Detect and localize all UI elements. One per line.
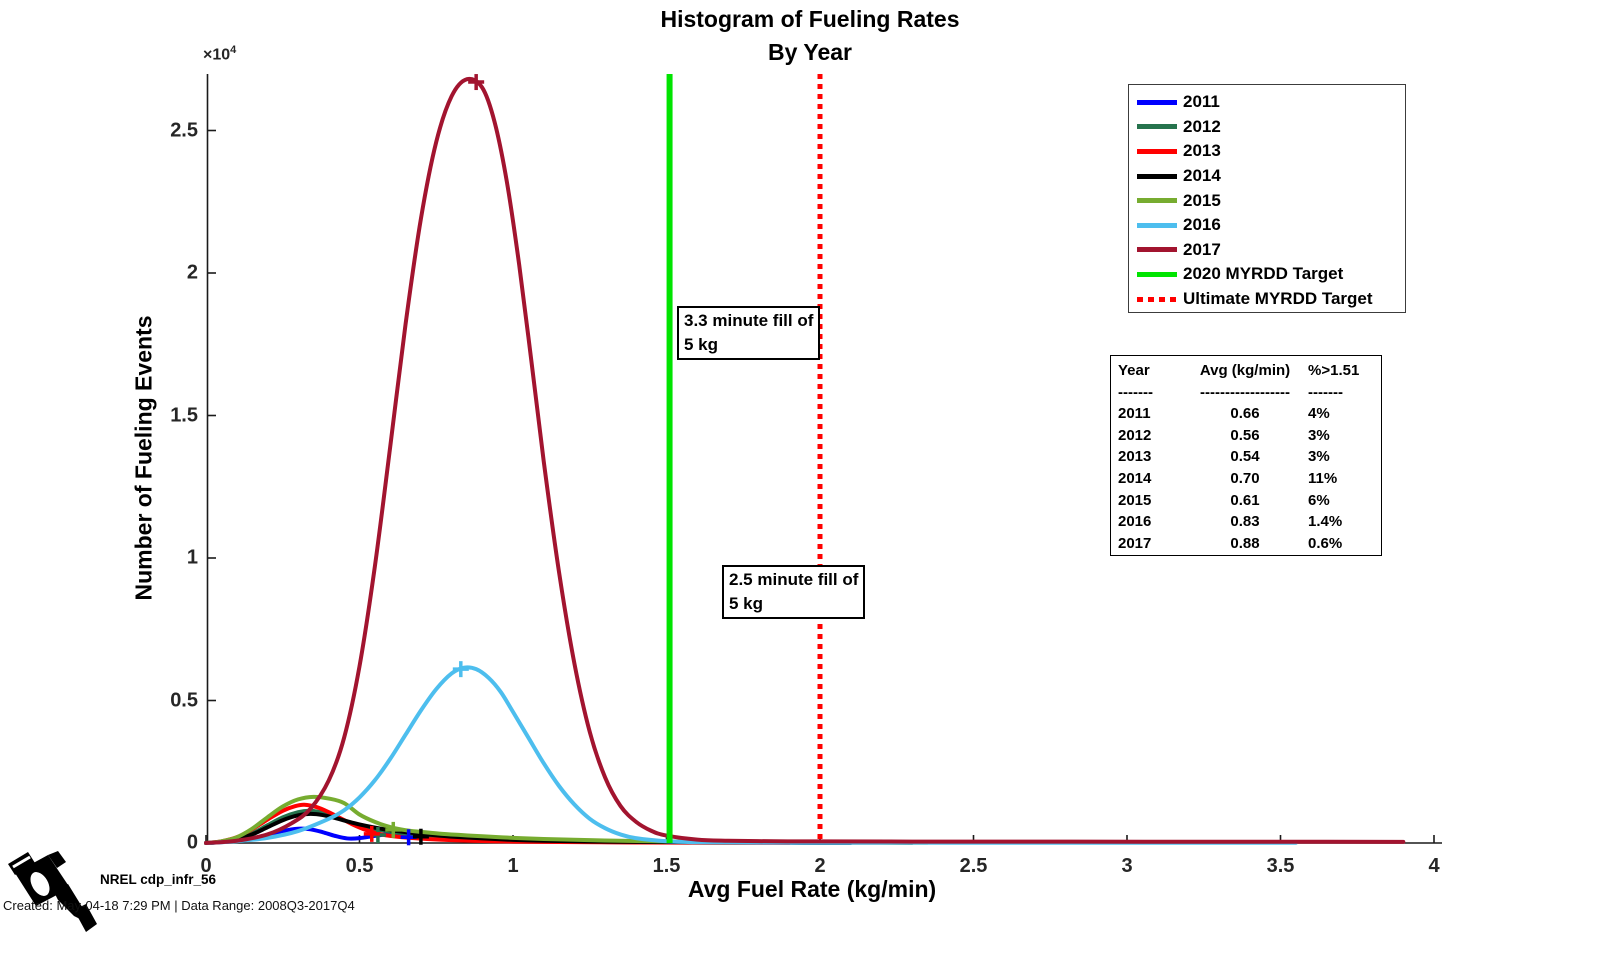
x-tick-label: 2 xyxy=(814,855,826,877)
legend-item-label: 2011 xyxy=(1183,92,1220,112)
table-cell: 2014 xyxy=(1118,469,1152,487)
legend-item-2016: 2016 xyxy=(1137,213,1405,238)
table-cell: ------- xyxy=(1118,383,1153,401)
legend-line-swatch xyxy=(1137,124,1177,130)
table-cell: 2013 xyxy=(1118,448,1152,466)
legend-item-label: 2015 xyxy=(1183,190,1221,210)
legend-item-2020-myrdd-target: 2020 MYRDD Target xyxy=(1137,262,1405,287)
y-tick-label: 0.5 xyxy=(170,689,198,711)
curve-2016 xyxy=(204,665,1298,845)
legend-item-label: 2020 MYRDD Target xyxy=(1183,264,1344,284)
legend-item-2012: 2012 xyxy=(1137,115,1405,140)
x-tick-label: 3 xyxy=(1121,855,1133,877)
legend-item-label: 2016 xyxy=(1183,215,1221,235)
x-axis-label: Avg Fuel Rate (kg/min) xyxy=(687,876,937,902)
table-cell: Year xyxy=(1118,362,1150,379)
table-cell: 3% xyxy=(1308,448,1330,466)
footer-created-line: Created: May-04-18 7:29 PM | Data Range:… xyxy=(3,898,355,913)
annotation-3-3-minute-fill: 3.3 minute fill of 5 kg xyxy=(677,306,821,360)
y-tick-label: 1.5 xyxy=(170,404,198,426)
table-row: 2014 0.70 11% xyxy=(1118,468,1381,490)
table-separator-row: ------- ------------------ ------- xyxy=(1118,382,1381,404)
chart-title-line1: Histogram of Fueling Rates xyxy=(660,6,960,32)
table-header-row: Year Avg (kg/min) %>1.51 xyxy=(1118,360,1381,382)
table-row: 2013 0.54 3% xyxy=(1118,446,1381,468)
table-cell: ------- xyxy=(1308,383,1343,401)
x-tick-label: 1.5 xyxy=(652,855,681,877)
table-cell: 3% xyxy=(1308,426,1330,444)
x-tick-label: 0 xyxy=(200,855,212,877)
legend-line-swatch xyxy=(1137,148,1177,154)
legend-item-2011: 2011 xyxy=(1137,90,1405,115)
legend-item-2017: 2017 xyxy=(1137,238,1405,263)
table-row: 2015 0.61 6% xyxy=(1118,490,1381,512)
table-cell: 1.4% xyxy=(1308,513,1343,531)
x-tick-label: 4 xyxy=(1428,855,1440,877)
x-tick-label: 0.5 xyxy=(345,855,374,877)
legend-item-2013: 2013 xyxy=(1137,139,1405,164)
table-cell: 2016 xyxy=(1118,513,1152,531)
annotation-line2: 5 kg xyxy=(729,594,764,613)
chart-title: Histogram of Fueling Rates By Year xyxy=(410,3,1210,69)
x-tick-label: 3.5 xyxy=(1266,855,1295,877)
footer-logo-label: NREL cdp_infr_56 xyxy=(100,872,217,887)
legend-item-ultimate-myrdd-target: Ultimate MYRDD Target xyxy=(1137,287,1405,312)
table-cell: 0.54 xyxy=(1230,448,1260,466)
curve-2017 xyxy=(204,76,1406,845)
legend-line-swatch xyxy=(1137,247,1177,253)
y-tick-label: 0 xyxy=(186,831,198,854)
table-cell: 6% xyxy=(1308,491,1330,509)
chart-title-line2: By Year xyxy=(768,39,852,65)
y-tick-label: 2 xyxy=(186,261,198,284)
legend-item-label: Ultimate MYRDD Target xyxy=(1183,289,1373,309)
table-cell: 0.61 xyxy=(1230,491,1260,509)
table-row: 2017 0.88 0.6% xyxy=(1118,533,1381,555)
x-tick-label: 1 xyxy=(507,855,519,877)
legend-line-swatch xyxy=(1137,271,1177,277)
fuel-nozzle-icon xyxy=(8,851,97,932)
legend-line-swatch xyxy=(1137,99,1177,105)
annotation-2-5-minute-fill: 2.5 minute fill of 5 kg xyxy=(722,565,866,619)
table-row: 2012 0.56 3% xyxy=(1118,425,1381,447)
legend-item-2014: 2014 xyxy=(1137,164,1405,189)
y-axis-multiplier: ×104 xyxy=(203,44,237,64)
table-cell: 0.83 xyxy=(1230,513,1260,531)
legend-line-swatch xyxy=(1137,296,1177,302)
annotation-line1: 3.3 minute fill of xyxy=(684,311,814,330)
table-cell: Avg (kg/min) xyxy=(1199,362,1291,379)
y-axis-label: Number of Fueling Events xyxy=(130,315,157,601)
table-cell: 4% xyxy=(1308,405,1330,423)
table-row: 2016 0.83 1.4% xyxy=(1118,511,1381,533)
table-cell: 0.6% xyxy=(1308,534,1343,552)
y-tick-label: 1 xyxy=(186,546,198,569)
legend-line-swatch xyxy=(1137,173,1177,179)
legend-line-swatch xyxy=(1137,198,1177,204)
table-cell: 2015 xyxy=(1118,491,1152,509)
legend-item-2015: 2015 xyxy=(1137,188,1405,213)
legend-item-label: 2013 xyxy=(1183,141,1221,161)
table-cell: 2011 xyxy=(1118,405,1151,423)
table-cell: 0.56 xyxy=(1230,426,1260,444)
table-cell: 0.88 xyxy=(1230,534,1260,552)
table-cell: %>1.51 xyxy=(1308,362,1360,379)
legend: 2011 2012 2013 2014 2015 2016 2017 2020 MYRDD T… xyxy=(1128,84,1406,313)
table-cell: 0.70 xyxy=(1230,469,1260,487)
table-cell: ------------------ xyxy=(1200,383,1290,401)
annotation-line2: 5 kg xyxy=(684,335,719,354)
annotation-line1: 2.5 minute fill of xyxy=(729,570,859,589)
y-tick-label: 2.5 xyxy=(170,119,198,141)
table-cell: 11% xyxy=(1308,469,1338,487)
legend-item-label: 2012 xyxy=(1183,116,1221,136)
table-cell: 2012 xyxy=(1118,426,1152,444)
legend-line-swatch xyxy=(1137,222,1177,228)
stats-table: Year Avg (kg/min) %>1.51 ------- -----------… xyxy=(1110,355,1382,556)
x-tick-label: 2.5 xyxy=(959,855,988,877)
table-cell: 0.66 xyxy=(1230,405,1260,423)
legend-item-label: 2014 xyxy=(1183,166,1221,186)
table-row: 2011 0.66 4% xyxy=(1118,403,1381,425)
table-cell: 2017 xyxy=(1118,534,1152,552)
legend-item-label: 2017 xyxy=(1183,239,1221,259)
